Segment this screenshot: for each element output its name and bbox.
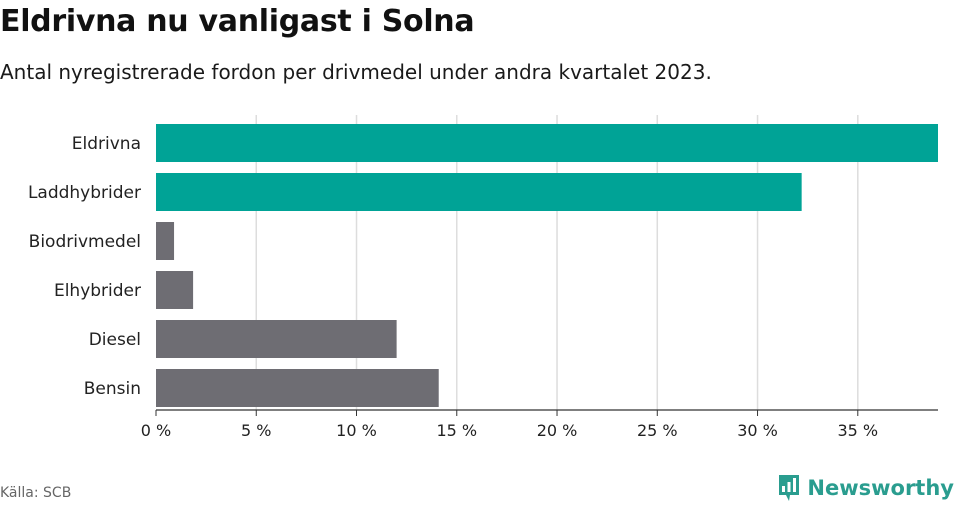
brand-logo[interactable]: Newsworthy [777,474,954,502]
chart-title: Eldrivna nu vanligast i Solna [0,4,475,39]
x-tick-label: 25 % [637,421,678,440]
brand-name: Newsworthy [807,476,954,500]
category-label: Bensin [84,379,141,399]
category-labels: Eldrivna Laddhybrider Biodrivmedel Elhybrid… [28,134,141,399]
bar-eldrivna[interactable] [156,124,938,162]
category-label: Diesel [89,330,141,350]
chart-subtitle: Antal nyregistrerade fordon per drivmede… [0,60,712,84]
category-label: Elhybrider [54,281,141,301]
x-tick-label: 5 % [241,421,271,440]
category-label: Biodrivmedel [29,232,141,252]
source-note: Källa: SCB [0,485,72,501]
bar-biodrivmedel[interactable] [156,222,175,260]
category-label: Eldrivna [72,134,141,154]
bars [156,124,938,407]
x-tick-label: 30 % [737,421,778,440]
bar-bensin[interactable] [156,369,439,407]
category-label: Laddhybrider [28,183,141,203]
bar-elhybrider[interactable] [156,271,194,309]
x-tick-label: 10 % [336,421,377,440]
x-tick-label: 15 % [436,421,477,440]
bar-chart: Eldrivna Laddhybrider Biodrivmedel Elhybrid… [28,115,938,440]
bar-laddhybrider[interactable] [156,173,802,211]
x-tick-label: 0 % [141,421,171,440]
bar-diesel[interactable] [156,320,397,358]
x-tick-label: 20 % [537,421,578,440]
gridlines [255,115,859,410]
newsworthy-logo-icon [779,475,800,501]
x-tick-label: 35 % [837,421,878,440]
x-axis: 0 % 5 % 10 % 15 % 20 % 25 % 30 % 35 % [141,409,938,440]
